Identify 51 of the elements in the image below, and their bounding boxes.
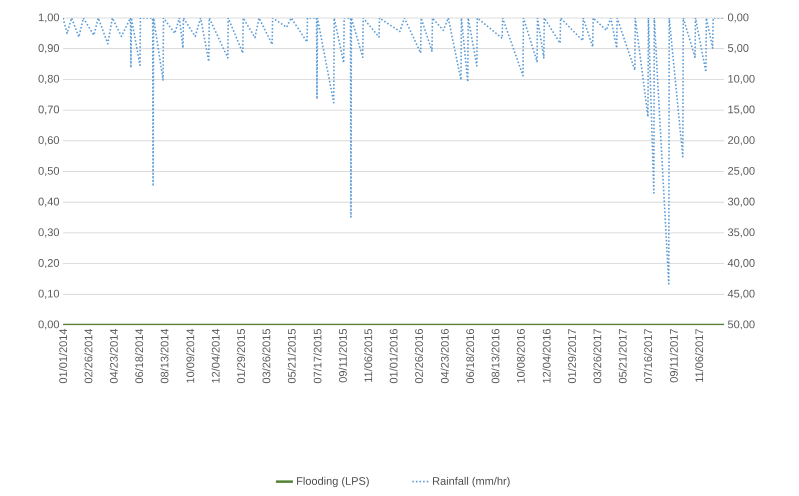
y-tick-label: 0,90	[38, 44, 60, 54]
x-tick-label: 02/26/2014	[84, 328, 92, 384]
y2-tick-label: 40,00	[728, 259, 755, 268]
x-tick-label: 12/04/2016	[542, 329, 551, 383]
y2-tick-label: 15,00	[728, 106, 755, 115]
y-tick-label: 0,70	[38, 106, 60, 115]
line-series	[63, 18, 724, 285]
y-tick-label: 0,80	[38, 74, 60, 84]
x-tick-label: 02/26/2016	[414, 329, 423, 384]
x-tick-label: 12/04/2014	[212, 328, 220, 383]
y-tick-label: 1,00	[38, 13, 60, 23]
y2-tick-label: 5,00	[728, 44, 749, 54]
x-tick-label: 05/21/2017	[618, 329, 627, 384]
y-tick-label: 0,10	[38, 290, 60, 299]
x-tick-label: 09/11/2017	[670, 329, 678, 382]
x-tick-label: 01/01/2014	[58, 328, 68, 384]
x-tick-label: 04/23/2014	[110, 328, 118, 384]
y2-tick-label: 35,00	[728, 228, 755, 238]
x-tick-label: 07/16/2017	[644, 329, 652, 384]
x-tick-label: 08/13/2016	[491, 329, 500, 384]
x-tick-label: 01/29/2015	[236, 328, 245, 384]
x-tick-label: 06/18/2016	[466, 329, 474, 384]
x-tick-label: 05/21/2015	[288, 328, 296, 384]
x-tick-label: 01/01/2016	[389, 329, 398, 384]
y2-tick-label: 0,00	[728, 13, 749, 23]
x-tick-label: 10/08/2016	[516, 329, 525, 383]
y2-tick-label: 50,00	[728, 320, 755, 330]
x-tick-label: 04/23/2016	[440, 329, 449, 384]
x-tick-label: 08/13/2014	[160, 328, 168, 384]
x-tick-label: 11/06/2017	[695, 329, 704, 382]
y2-tick-label: 45,00	[728, 290, 755, 299]
x-tick-label: 09/11/2015	[338, 328, 347, 382]
y-tick-label: 0,60	[38, 136, 60, 146]
y-tick-label: 0,40	[38, 198, 60, 207]
y-tick-label: 0,30	[38, 228, 60, 238]
x-tick-label: 07/17/2015	[313, 328, 322, 384]
x-tick-label: 06/18/2014	[135, 328, 144, 384]
y-tick-label: 0,00	[38, 320, 60, 330]
y2-tick-label: 25,00	[728, 166, 755, 176]
x-tick-label: 03/26/2015	[262, 328, 270, 384]
y2-tick-label: 20,00	[728, 136, 755, 146]
y-tick-label: 0,50	[38, 166, 60, 176]
x-tick-label: 10/09/2014	[186, 328, 194, 383]
y-tick-label: 0,20	[38, 259, 60, 268]
x-tick-label: 11/06/2015	[364, 328, 372, 382]
y2-tick-label: 10,00	[728, 74, 755, 84]
legend-label: Flooding (LPS)	[297, 476, 369, 488]
y2-tick-label: 30,00	[728, 198, 755, 207]
x-tick-label: 01/29/2017	[568, 329, 576, 384]
x-tick-label: 03/26/2017	[593, 329, 602, 384]
legend-label: Rainfall (mm/hr)	[433, 476, 510, 488]
